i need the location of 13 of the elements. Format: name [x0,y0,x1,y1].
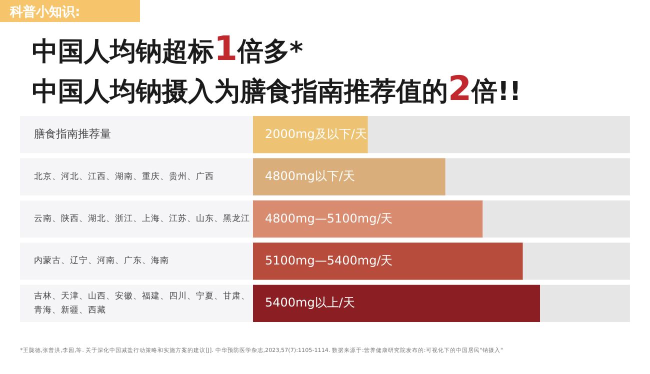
annotation: 4800mg—5100mg/天 [265,211,393,226]
chart-title: 中国人均钠超标1倍多* [32,29,304,68]
annotation: 5400mg以上/天 [265,296,355,310]
text: 科普小知识: [9,4,80,20]
y-tick-label: 内蒙古、辽宁、河南、广东、海南 [34,256,169,267]
annotation: 5100mg—5400mg/天 [265,253,393,268]
chart-subtitle: 中国人均钠摄入为膳食指南推荐值的2倍!! [32,69,522,108]
annotation: 4800mg以下/天 [265,169,355,184]
y-tick-label: 膳食指南推荐量 [34,128,111,141]
y-tick-label: 云南、陕西、湖北、浙江、上海、江苏、山东、黑龙江 [34,213,250,224]
y-tick-label: 吉林、天津、山西、安徽、福建、四川、宁夏、甘肃、青海、新疆、西藏 [34,290,250,316]
y-tick-label: 北京、河北、江西、湖南、重庆、贵州、广西 [34,171,214,182]
annotation: 2000mg及以下/天 [265,126,367,141]
